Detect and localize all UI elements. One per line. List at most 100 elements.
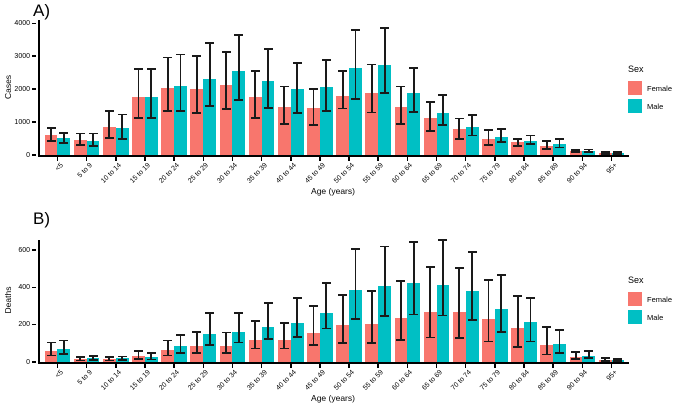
bar-male-15 to 19 <box>144 96 158 155</box>
bar-male-85 to 89 <box>553 143 567 155</box>
legend-item-label: Male <box>647 312 664 322</box>
bar-female-25 to 29 <box>190 345 204 362</box>
error-bar-cap-lower <box>234 99 244 101</box>
bar-male-20 to 24 <box>174 86 187 155</box>
error-bar-male-80 to 84 <box>529 135 532 144</box>
x-axis-tick <box>494 364 496 368</box>
error-bar-cap-upper <box>525 134 535 137</box>
error-bar-cap-lower <box>134 358 144 360</box>
error-bar-cap-upper <box>425 101 435 104</box>
bar-male-75 to 79 <box>494 308 508 362</box>
bar-female-40 to 44 <box>277 340 291 362</box>
error-bar-female-35 to 39 <box>254 71 257 118</box>
error-bar-cap-lower <box>338 107 348 110</box>
bar-female-75 to 79 <box>482 138 495 155</box>
bar-female-65 to 69 <box>423 118 437 155</box>
error-bar-male-45 to 49 <box>325 282 328 329</box>
error-bar-cap-upper <box>46 126 56 129</box>
error-bar-male-<5 <box>63 340 65 355</box>
x-axis-tick <box>56 157 59 161</box>
error-bar-male-5 to 9 <box>92 133 94 147</box>
error-bar-cap-upper <box>367 290 377 293</box>
x-axis-tick <box>552 364 554 368</box>
y-axis-tick <box>32 22 36 25</box>
x-axis-tick <box>377 157 379 161</box>
error-bar-cap-lower <box>425 336 435 339</box>
bar-male-40 to 44 <box>290 88 304 155</box>
error-bar-cap-upper <box>350 29 360 32</box>
error-bar-cap-lower <box>134 116 144 119</box>
error-bar-cap-upper <box>613 357 623 360</box>
error-bar-cap-upper <box>380 245 390 248</box>
bar-male-35 to 39 <box>261 326 275 362</box>
error-bar-female-30 to 34 <box>225 332 227 353</box>
bar-male-55 to 59 <box>378 286 392 362</box>
error-bar-cap-upper <box>146 68 156 70</box>
error-bar-female-40 to 44 <box>283 86 286 124</box>
error-bar-cap-lower <box>146 358 156 361</box>
error-bar-cap-upper <box>104 110 114 113</box>
error-bar-cap-lower <box>350 318 360 321</box>
error-bar-cap-lower <box>59 142 69 145</box>
error-bar-female-5 to 9 <box>79 357 82 361</box>
error-bar-cap-upper <box>338 70 348 73</box>
error-bar-cap-lower <box>46 354 56 357</box>
x-axis-tick <box>85 157 88 161</box>
error-bar-female-30 to 34 <box>225 51 227 110</box>
x-axis-tick <box>523 364 525 368</box>
error-bar-cap-lower <box>396 339 406 341</box>
error-bar-cap-upper <box>75 132 85 135</box>
error-bar-female-80 to 84 <box>516 138 519 146</box>
bar-male-35 to 39 <box>261 80 275 155</box>
x-axis-tick <box>319 364 321 368</box>
error-bar-male-95+ <box>617 358 619 362</box>
y-axis-title-cases: Cases <box>3 74 13 100</box>
error-bar-cap-upper <box>292 296 302 299</box>
error-bar-cap-upper <box>205 41 215 44</box>
x-axis-tick <box>464 364 467 368</box>
error-bar-male-85 to 89 <box>558 138 561 148</box>
error-bar-female-15 to 19 <box>137 351 140 359</box>
error-bar-cap-lower <box>88 359 98 362</box>
y-axis-tick-label: 0 <box>26 151 30 159</box>
female-swatch-icon <box>628 292 642 306</box>
y-axis-tick-label: 4000 <box>14 19 30 27</box>
female-swatch-icon <box>628 81 642 95</box>
bar-male-60 to 64 <box>407 93 421 155</box>
panel-a-cases: A) 0 1000 2000 3000 4000 <5 5 to 9 10 to 14 15 t… <box>0 0 685 205</box>
panel-b-label: B) <box>33 209 50 228</box>
bar-male-50 to 54 <box>349 290 362 362</box>
error-bar-female-70 to 74 <box>458 118 461 139</box>
error-bar-female-50 to 54 <box>341 71 344 109</box>
bar-male-45 to 49 <box>319 313 333 362</box>
x-axis-tick <box>464 157 467 161</box>
bar-male-5 to 9 <box>86 140 100 155</box>
error-bar-female-60 to 64 <box>400 280 402 340</box>
error-bar-cap-upper <box>321 58 331 61</box>
x-axis-tick <box>231 157 234 161</box>
error-bar-cap-lower <box>250 116 260 119</box>
y-axis-tick-label: 400 <box>18 283 30 291</box>
y-axis-title-deaths: Deaths <box>3 286 13 314</box>
error-bar-cap-upper <box>221 331 231 334</box>
error-bar-cap-upper <box>88 355 98 357</box>
panel-a-label: A) <box>33 1 50 20</box>
error-bar-cap-lower <box>163 354 173 357</box>
error-bar-cap-lower <box>600 360 610 362</box>
error-bar-female-10 to 14 <box>108 111 111 138</box>
x-axis-tick <box>523 157 525 161</box>
error-bar-female-75 to 79 <box>487 130 490 145</box>
error-bar-cap-upper <box>134 67 144 70</box>
error-bar-male-65 to 69 <box>442 94 444 126</box>
error-bar-female-60 to 64 <box>400 86 402 124</box>
bar-male-60 to 64 <box>407 283 421 362</box>
error-bar-cap-upper <box>279 85 289 88</box>
error-bar-male-95+ <box>617 151 619 154</box>
legend-sex-a: Sex Female Male <box>628 64 684 117</box>
error-bar-female-10 to 14 <box>108 357 111 361</box>
error-bar-male-35 to 39 <box>267 49 269 109</box>
error-bar-female-40 to 44 <box>283 322 286 349</box>
error-bar-cap-upper <box>250 320 260 322</box>
error-bar-female-<5 <box>50 127 52 142</box>
error-bar-cap-lower <box>309 344 318 347</box>
